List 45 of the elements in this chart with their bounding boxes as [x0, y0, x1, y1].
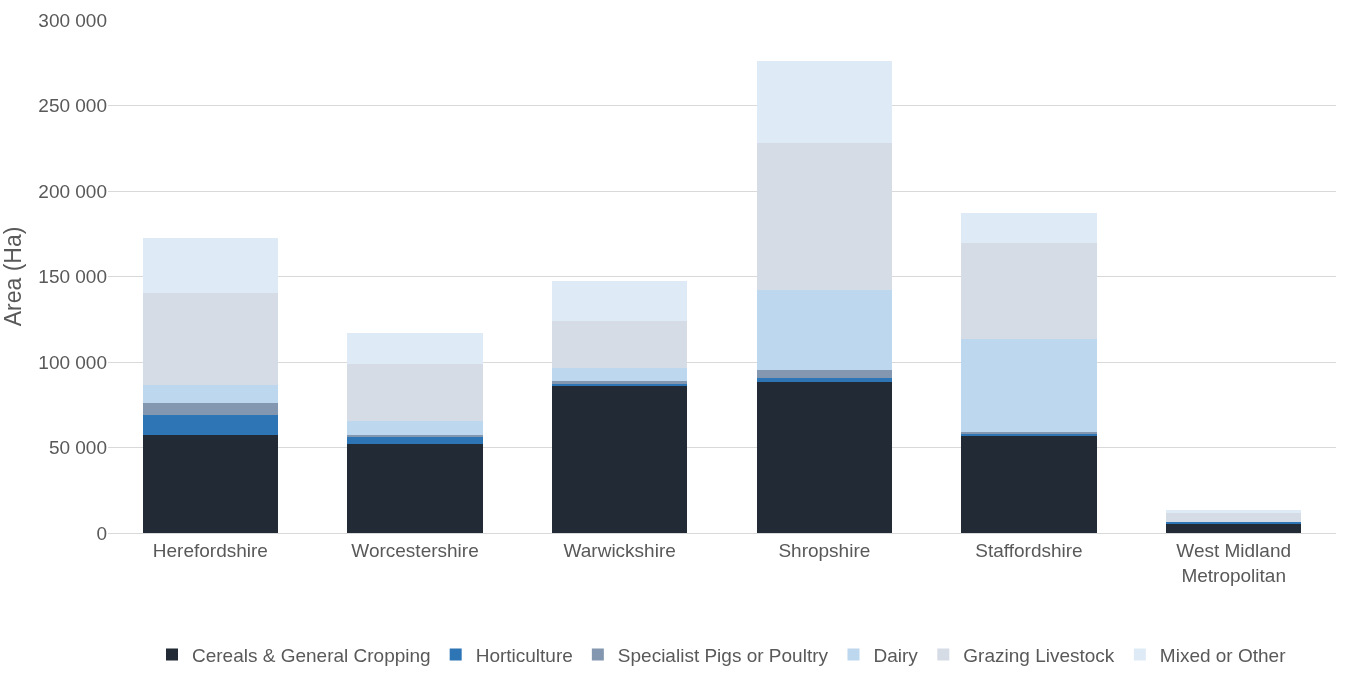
legend-label: Mixed or Other — [1159, 644, 1287, 666]
bar — [142, 238, 278, 293]
bar — [552, 280, 688, 321]
bar — [142, 415, 278, 435]
bar — [756, 369, 892, 379]
y-tick-label: 50 000 — [48, 437, 107, 459]
bar — [756, 290, 892, 370]
bar — [142, 434, 278, 533]
bar — [1166, 523, 1302, 533]
legend-label: Dairy — [873, 644, 919, 666]
bar — [347, 332, 483, 365]
x-tick-label: West Midland Metropolitan — [1176, 539, 1292, 586]
y-tick-label: 200 000 — [38, 180, 107, 202]
bar — [756, 382, 892, 533]
bar — [1166, 510, 1302, 513]
y-tick-label: 150 000 — [38, 266, 107, 288]
y-tick-label: 100 000 — [38, 351, 107, 373]
bar — [552, 385, 688, 533]
y-tick-label: 0 — [96, 522, 107, 544]
bar — [552, 368, 688, 382]
bar — [347, 444, 483, 533]
y-tick-label: 300 000 — [38, 9, 107, 31]
bar — [347, 364, 483, 421]
bar — [961, 339, 1097, 432]
legend-label: Cereals & General Cropping — [192, 644, 431, 666]
legend-label: Horticulture — [475, 644, 573, 666]
y-tick-label: 250 000 — [38, 95, 107, 117]
x-tick-label: Warwickshire — [563, 539, 676, 561]
bar — [756, 61, 892, 143]
bar — [347, 420, 483, 435]
bar — [347, 436, 483, 445]
bar — [347, 434, 483, 437]
x-tick-label: Herefordshire — [152, 539, 268, 561]
bar — [756, 378, 892, 383]
x-tick-label: Worcestershire — [351, 539, 479, 561]
x-tick-label: Shropshire — [778, 539, 871, 561]
bar — [961, 213, 1097, 243]
bar — [1166, 512, 1302, 522]
legend-label: Grazing Livestock — [963, 644, 1115, 666]
bar — [142, 402, 278, 416]
legend-label: Specialist Pigs or Poultry — [617, 644, 829, 666]
bar — [961, 435, 1097, 533]
bar — [142, 385, 278, 403]
y-axis-title: Area (Ha) — [0, 226, 26, 327]
x-tick-label: Staffordshire — [975, 539, 1083, 561]
